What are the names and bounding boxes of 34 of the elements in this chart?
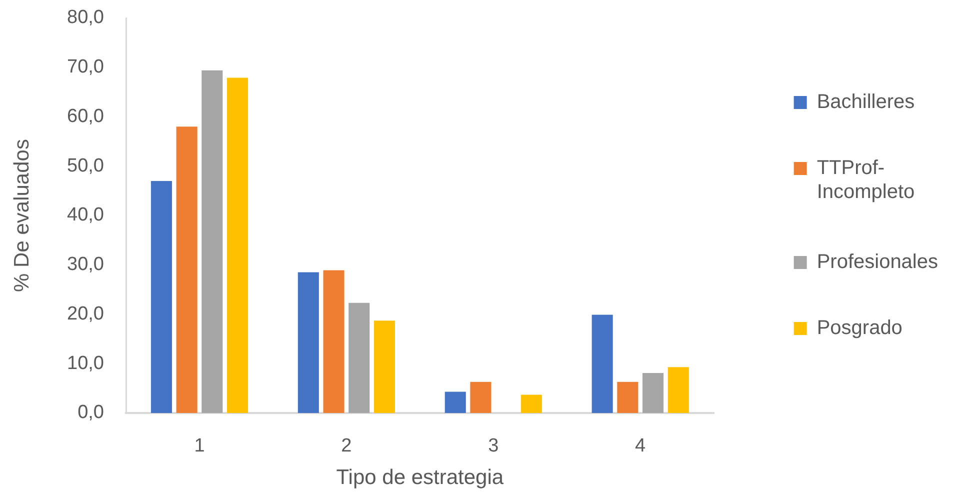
legend-label: Posgrado (816, 317, 902, 340)
bar (348, 302, 370, 413)
bar (520, 394, 542, 413)
x-tick-label: 2 (341, 436, 352, 457)
bar (617, 382, 638, 413)
x-tick-label: 3 (488, 436, 499, 457)
y-tick-label: 50,0 (67, 155, 104, 176)
y-axis-title: % De evaluados (10, 139, 34, 292)
bar (176, 126, 198, 413)
x-tick-label: 1 (194, 436, 205, 457)
y-tick-label: 70,0 (67, 56, 104, 78)
bar (150, 180, 172, 413)
bar (323, 270, 344, 413)
bar (592, 314, 613, 413)
bar (298, 272, 319, 413)
bar (642, 373, 664, 413)
legend-label: TTProf-Incompleto (816, 157, 915, 204)
legend-label: Bachilleres (816, 91, 915, 114)
x-tick-label: 4 (635, 436, 646, 457)
legend-label: Profesionales (816, 251, 938, 274)
y-tick-label: 60,0 (67, 106, 104, 127)
y-tick-label: 0,0 (78, 402, 104, 424)
x-axis-title: Tipo de estrategia (336, 466, 504, 490)
bar (226, 78, 248, 413)
y-tick-label: 30,0 (67, 254, 104, 276)
y-tick-label: 10,0 (67, 352, 104, 374)
bar (374, 320, 395, 413)
bar (668, 367, 689, 413)
y-tick-label: 20,0 (67, 303, 104, 324)
bar (470, 382, 492, 413)
y-tick-label: 40,0 (67, 204, 104, 226)
y-tick-label: 80,0 (67, 7, 104, 28)
bar (444, 392, 466, 413)
bar (202, 70, 223, 413)
